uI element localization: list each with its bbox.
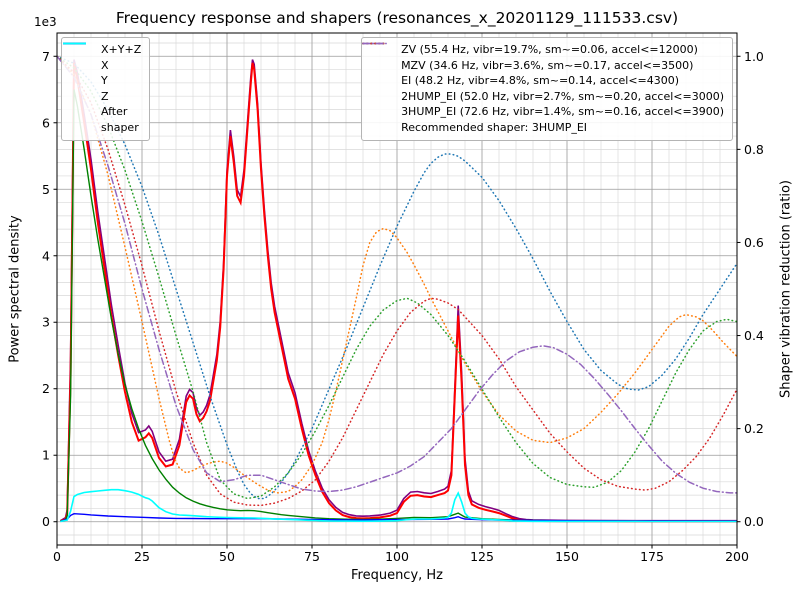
tick-label: 0.0	[744, 514, 764, 529]
legend-item-2hump-ei: 2HUMP_EI (52.0 Hz, vibr=2.7%, sm~=0.20, …	[362, 42, 724, 105]
legend-shapers: ZV (55.4 Hz, vibr=19.7%, sm~=0.06, accel…	[361, 37, 733, 141]
tick-label: 0	[53, 549, 61, 564]
legend-label: After shaper	[101, 105, 139, 135]
tick-label: 0.6	[744, 235, 764, 250]
legend-label: X	[101, 58, 109, 72]
y-axis-label-right: Shaper vibration reduction (ratio)	[778, 180, 794, 398]
series-shaper-zv	[57, 55, 737, 500]
tick-label: 1	[42, 448, 50, 463]
legend-item-ei: EI (48.2 Hz, vibr=4.8%, sm~=0.14, accel<…	[362, 42, 724, 89]
legend-psd: X+Y+Z X Y Z After shaper	[61, 37, 151, 141]
legend-item-mzv: MZV (34.6 Hz, vibr=3.6%, sm~=0.17, accel…	[362, 42, 724, 74]
legend-item-psd-z: Z	[63, 42, 141, 105]
tick-label: 6	[42, 115, 50, 130]
legend-item-zv: ZV (55.4 Hz, vibr=19.7%, sm~=0.06, accel…	[362, 42, 724, 58]
line-sample-2hump-ei-icon	[362, 42, 395, 102]
tick-label: 50	[219, 549, 235, 564]
tick-label: 100	[385, 549, 409, 564]
series-psd-z	[60, 512, 737, 523]
legend-label: X+Y+Z	[101, 43, 142, 56]
tick-label: 5	[42, 182, 50, 197]
series-shaper-ei	[57, 55, 737, 500]
tick-label: 2	[42, 381, 50, 396]
legend-label: EI (48.2 Hz, vibr=4.8%, sm~=0.14, accel<…	[401, 74, 680, 88]
line-sample-mzv-icon	[362, 42, 395, 71]
legend-item-3hump-ei: 3HUMP_EI (72.6 Hz, vibr=1.4%, sm~=0.16, …	[362, 42, 724, 120]
tick-label: 0.8	[744, 142, 764, 157]
y-axis-label-left: Power spectral density	[7, 215, 23, 363]
tick-label: 25	[134, 549, 150, 564]
line-sample-psd-x-icon	[63, 42, 95, 71]
legend-label: Z	[101, 89, 109, 103]
line-sample-psd-z-icon	[63, 42, 95, 102]
legend-item-psd-after-shaper: After shaper	[63, 42, 141, 135]
tick-label: 75	[304, 549, 320, 564]
tick-label: 175	[640, 549, 664, 564]
series-psd-y	[60, 89, 737, 522]
tick-label: 0	[42, 514, 50, 529]
legend-label: ZV (55.4 Hz, vibr=19.7%, sm~=0.06, accel…	[401, 43, 698, 56]
x-axis-label: Frequency, Hz	[350, 568, 444, 583]
tick-label: 4	[42, 248, 50, 263]
series-lines	[57, 55, 737, 523]
legend-label: MZV (34.6 Hz, vibr=3.6%, sm~=0.17, accel…	[401, 58, 694, 72]
recommended-shaper-note: Recommended shaper: 3HUMP_EI	[401, 121, 588, 135]
tick-label: 125	[470, 549, 494, 564]
line-sample-ei-icon	[362, 42, 395, 87]
y-axis-offset-text: 1e3	[34, 15, 57, 29]
series-psd-after-shaper	[60, 488, 737, 523]
legend-item-psd-x: X	[63, 42, 141, 74]
tick-label: 7	[42, 49, 50, 64]
tick-label: 200	[725, 549, 749, 564]
axes: 0 25 50 75 100 125 150 175 200 0 1 2 3 4 5 6 7 0.0 0.2 0.4 0…	[42, 32, 764, 564]
line-sample-3hump-ei-icon	[362, 42, 395, 118]
series-shaper-2hump-ei	[57, 55, 737, 507]
chart-title: Frequency response and shapers (resonanc…	[115, 9, 679, 27]
tick-label: 0.4	[744, 328, 764, 343]
tick-label: 1.0	[744, 49, 764, 64]
series-shaper-3hump-ei	[57, 55, 737, 494]
series-psd-x	[60, 62, 737, 523]
line-sample-after-shaper-icon	[63, 42, 95, 126]
tick-label: 150	[555, 549, 579, 564]
tick-label: 3	[42, 315, 50, 330]
line-sample-psd-y-icon	[63, 42, 95, 87]
legend-label: 3HUMP_EI (72.6 Hz, vibr=1.4%, sm~=0.16, …	[401, 105, 724, 119]
grid-minor	[57, 33, 737, 545]
tick-label: 0.2	[744, 421, 764, 436]
legend-label: 2HUMP_EI (52.0 Hz, vibr=2.7%, sm~=0.20, …	[401, 89, 724, 103]
legend-item-psd-y: Y	[63, 42, 141, 89]
legend-label: Y	[101, 74, 108, 88]
